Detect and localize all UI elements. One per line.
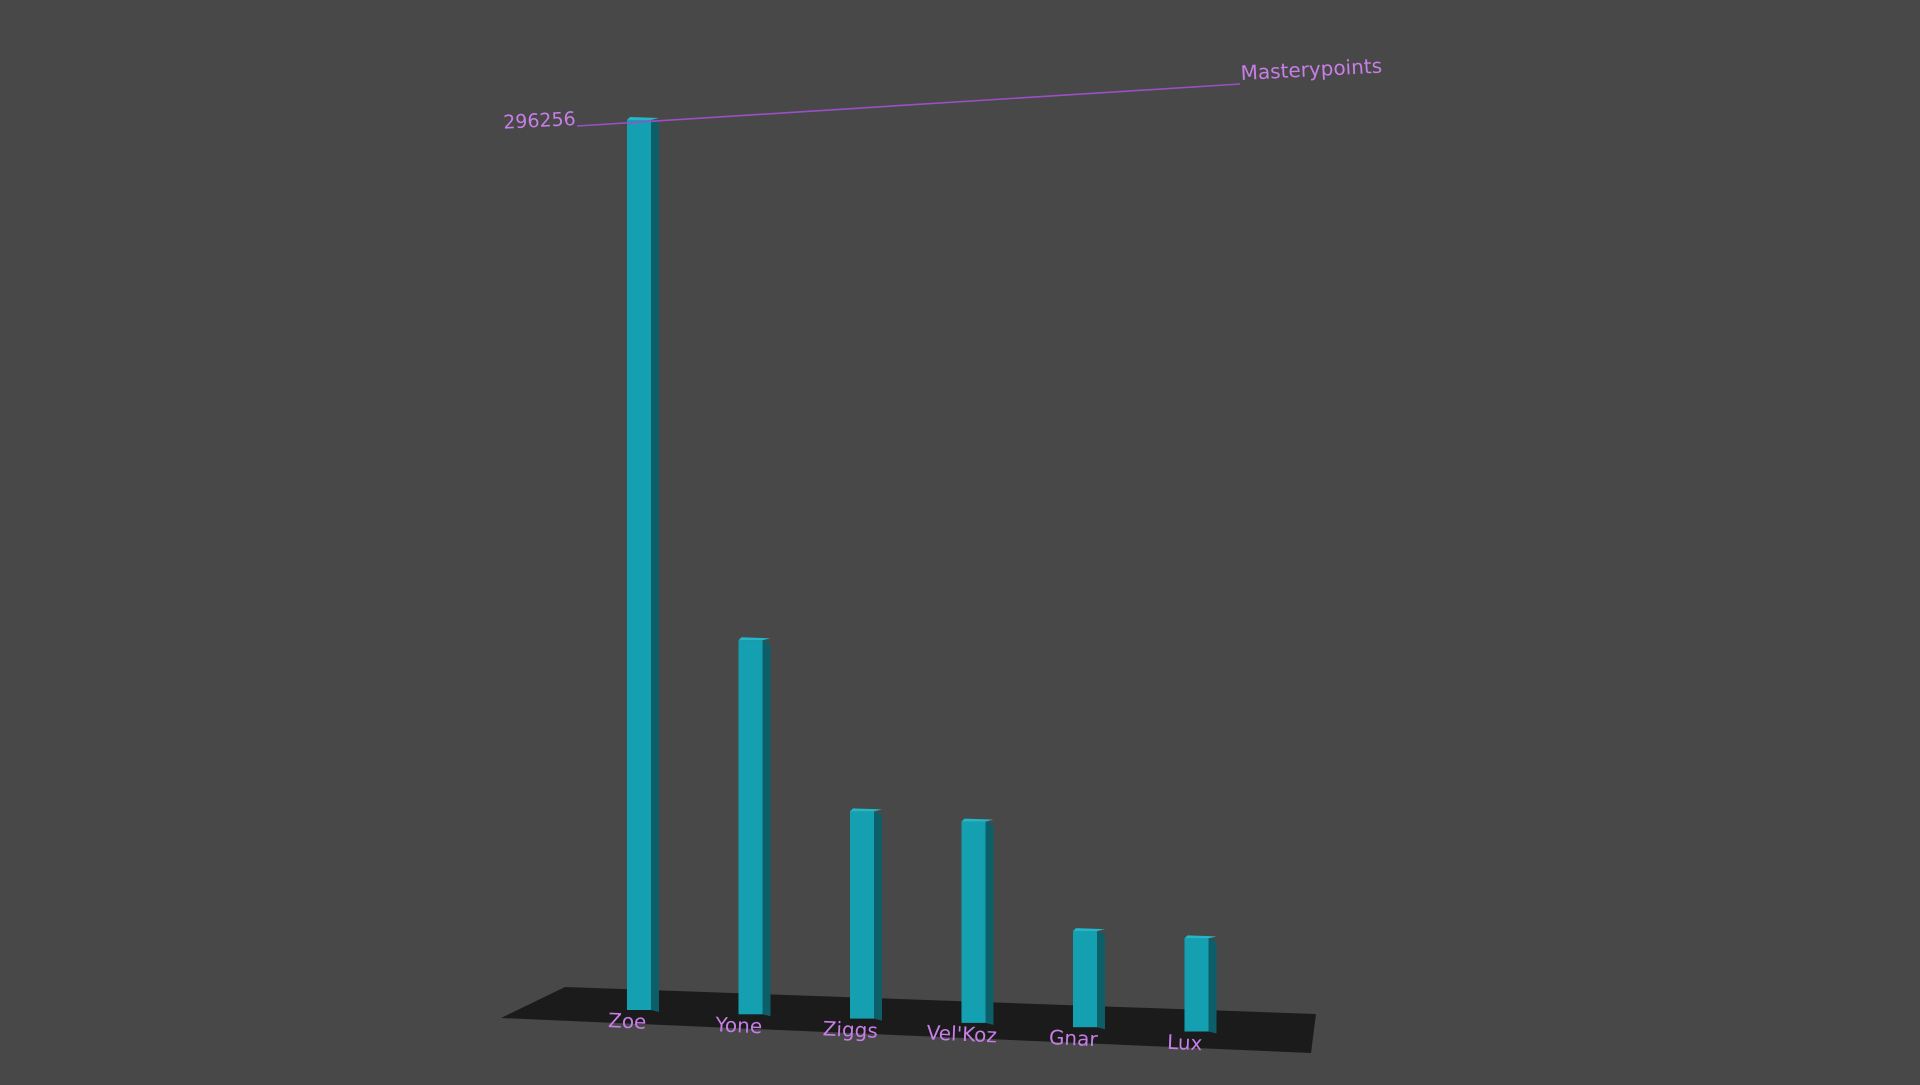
bar-front xyxy=(850,811,874,1019)
value-axis-line xyxy=(576,83,1241,127)
bar-side xyxy=(651,120,659,1012)
bar-top xyxy=(961,818,994,822)
chart-floor xyxy=(501,987,1316,1053)
category-label: Lux xyxy=(1167,1030,1203,1056)
category-label: Gnar xyxy=(1048,1025,1098,1051)
bar-ziggs xyxy=(850,808,882,1021)
bar-gnar xyxy=(1073,928,1105,1030)
category-label: Yone xyxy=(714,1012,763,1038)
category-label: Zoe xyxy=(608,1008,647,1034)
bar-top xyxy=(850,808,882,812)
bar-yone xyxy=(738,637,771,1017)
bar-front xyxy=(627,120,651,1010)
bar-side xyxy=(762,640,771,1017)
value-axis-title: Masterypoints xyxy=(1240,54,1383,85)
category-label: Vel'Koz xyxy=(926,1020,997,1047)
bar-velkoz xyxy=(961,818,994,1025)
bar-top xyxy=(1184,935,1217,939)
bar-side xyxy=(1208,938,1217,1034)
category-labels: Zoe Yone Ziggs Vel'Koz Gnar Lux xyxy=(608,1008,1203,1055)
bar-front xyxy=(1184,938,1209,1032)
bar-front xyxy=(1073,931,1097,1028)
bar-lux xyxy=(1184,935,1217,1034)
bar-zoe xyxy=(627,117,659,1012)
bar-side xyxy=(874,811,882,1021)
bar-side xyxy=(1097,931,1105,1030)
bar-front xyxy=(738,640,763,1015)
bar-front xyxy=(961,821,986,1023)
bar-top xyxy=(627,117,659,120)
bars-layer xyxy=(627,117,1217,1034)
category-label: Ziggs xyxy=(822,1016,878,1042)
bar-top xyxy=(1073,928,1105,932)
bar-side xyxy=(985,821,994,1025)
max-value-label: 296256 xyxy=(503,108,577,134)
bar-top xyxy=(738,637,771,641)
